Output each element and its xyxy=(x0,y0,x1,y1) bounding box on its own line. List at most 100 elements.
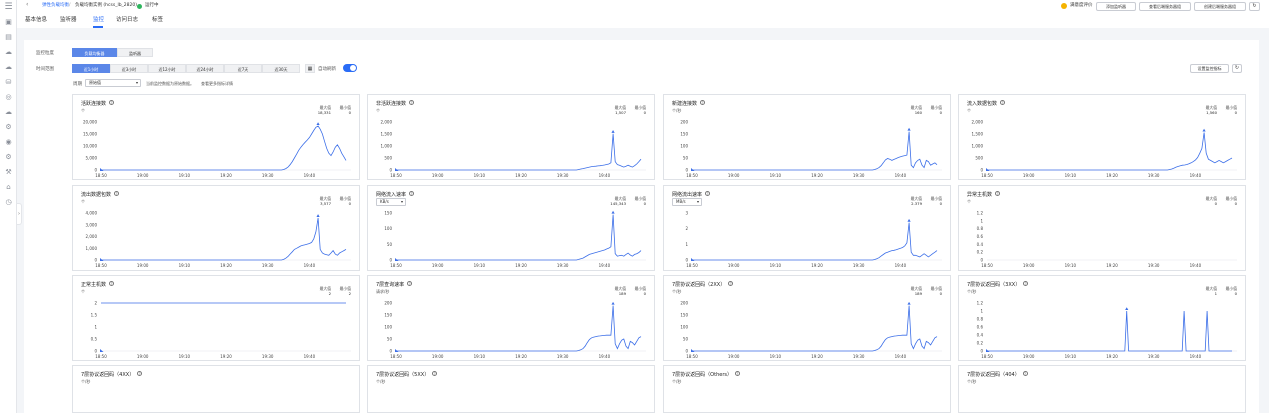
card-unit: 个/秒 xyxy=(376,379,386,384)
y-tick-label: 0 xyxy=(94,258,97,263)
help-icon[interactable]: ? xyxy=(137,371,143,376)
nav-cloud2-icon[interactable]: ☁ xyxy=(5,108,12,116)
help-icon[interactable]: ? xyxy=(1000,100,1006,105)
series-line xyxy=(692,305,938,352)
nav-network-icon[interactable]: ☁ xyxy=(5,63,12,71)
series-line xyxy=(396,305,642,352)
view-backend-groups-button[interactable]: 查看后端服务器组 xyxy=(1139,2,1191,11)
nav-database-icon[interactable]: ⛁ xyxy=(5,78,12,86)
max-value: 18,331 xyxy=(317,110,331,115)
collapse-sidebar-handle[interactable]: › xyxy=(17,203,22,225)
help-icon[interactable]: ? xyxy=(114,191,120,196)
y-tick-label: 500 xyxy=(975,156,983,161)
x-tick-label: 19:30 xyxy=(557,173,569,178)
card-unit: 个 xyxy=(81,289,85,294)
period-select[interactable]: 原始值 ▾ xyxy=(85,79,141,87)
set-metrics-button[interactable]: 设置监控指标 xyxy=(1190,64,1229,73)
y-tick-label: 150 xyxy=(384,313,392,318)
help-icon[interactable]: ? xyxy=(734,371,740,376)
nav-tools-icon[interactable]: ⚒ xyxy=(5,168,12,176)
y-tick-label: 3,000 xyxy=(86,222,98,227)
help-icon[interactable]: ? xyxy=(995,191,1001,196)
create-backend-group-button[interactable]: 创建后端服务器组 xyxy=(1194,2,1246,11)
y-tick-label: 0.6 xyxy=(977,234,984,239)
menu-icon[interactable]: ☰ xyxy=(4,2,13,12)
range-30d[interactable]: 近30天 xyxy=(262,64,300,73)
y-tick-label: 0 xyxy=(389,168,392,173)
metric-card: 异常主机数? 个最大值 最小值 0 0 1.2 1 0.8 0.6 0.4 0.2 0 18:50 19:… xyxy=(958,185,1246,271)
nav-security-icon[interactable]: ◎ xyxy=(5,93,12,101)
y-tick-label: 0 xyxy=(685,258,688,263)
satisfaction-link[interactable]: 满意度评价 xyxy=(1070,3,1093,8)
min-value: 0 xyxy=(643,201,646,206)
help-icon[interactable]: ? xyxy=(1022,371,1028,376)
tab-listeners[interactable]: 监听器 xyxy=(60,17,77,23)
series-line xyxy=(987,310,1232,352)
help-icon[interactable]: ? xyxy=(700,100,706,105)
range-24h[interactable]: 近24小时 xyxy=(186,64,224,73)
object-listener-option[interactable]: 监听器 xyxy=(117,48,153,57)
x-tick-label: 19:00 xyxy=(1023,354,1035,359)
help-icon[interactable]: ? xyxy=(407,281,413,286)
nav-monitor-icon[interactable]: ◉ xyxy=(5,138,12,146)
max-value: 1,507 xyxy=(615,110,626,115)
auto-refresh-toggle[interactable] xyxy=(343,64,357,72)
tab-access-logs[interactable]: 访问日志 xyxy=(116,17,139,23)
series-line xyxy=(101,125,347,171)
help-icon[interactable]: ? xyxy=(1023,281,1029,286)
card-title: 7层协议返回码（4XX）? xyxy=(81,371,143,378)
y-tick-label: 150 xyxy=(680,132,688,137)
help-icon[interactable]: ? xyxy=(109,281,115,286)
nav-clock-icon[interactable]: ◷ xyxy=(5,198,12,206)
range-1h[interactable]: 近1小时 xyxy=(72,64,110,73)
x-tick-label: 19:10 xyxy=(770,354,782,359)
nav-compute-icon[interactable]: ▣ xyxy=(5,18,12,26)
back-icon[interactable]: ‹ xyxy=(26,1,29,8)
nav-gear-icon[interactable]: ⚙ xyxy=(5,153,12,161)
range-7d[interactable]: 近7天 xyxy=(224,64,262,73)
x-tick-label: 19:20 xyxy=(1106,173,1118,178)
more-metrics-link[interactable]: 查看更多指标详情 xyxy=(201,81,233,86)
x-tick-label: 19:40 xyxy=(895,173,907,178)
help-icon[interactable]: ? xyxy=(728,281,734,286)
range-12h[interactable]: 近12小时 xyxy=(148,64,186,73)
unit-select[interactable]: MB/s ▾ xyxy=(672,198,702,206)
max-label: 最大值 xyxy=(1205,196,1217,201)
min-label: 最小值 xyxy=(930,105,942,110)
unit-select[interactable]: KB/s ▾ xyxy=(376,198,406,206)
nav-storage-icon[interactable]: ▤ xyxy=(5,33,12,41)
panel-refresh-icon[interactable]: ↻ xyxy=(1232,64,1242,73)
help-icon[interactable]: ? xyxy=(109,100,115,105)
nav-building-icon[interactable]: ⌂ xyxy=(6,183,11,191)
x-tick-label: 19:10 xyxy=(474,263,486,268)
range-3h[interactable]: 近3小时 xyxy=(110,64,148,73)
metric-card: 新建连接数? 个/秒 最大值 最小值 160 0 200 150 100 50 0 18:50 19:0… xyxy=(663,94,951,180)
help-icon[interactable]: ? xyxy=(705,191,711,196)
y-tick-label: 2 xyxy=(685,226,688,231)
card-title-text: 正常主机数 xyxy=(81,282,107,288)
help-icon[interactable]: ? xyxy=(409,191,415,196)
breadcrumb-elb[interactable]: 弹性负载均衡 xyxy=(42,3,69,8)
x-tick-label: 19:40 xyxy=(599,354,611,359)
x-tick-label: 19:30 xyxy=(262,354,274,359)
series-line xyxy=(987,132,1233,171)
card-unit: 个 xyxy=(81,199,85,204)
calendar-icon[interactable]: ▦ xyxy=(305,64,315,73)
max-marker xyxy=(611,130,615,133)
help-icon[interactable]: ? xyxy=(409,100,415,105)
metric-card: 7层查询速率? 请求/秒 最大值 最小值 189 0 200 150 100 50 0 18:50 19… xyxy=(367,275,655,361)
help-icon[interactable]: ? xyxy=(432,371,438,376)
card-unit: 个/秒 xyxy=(967,379,977,384)
add-listener-button[interactable]: 添加监听器 xyxy=(1096,2,1136,11)
y-tick-label: 0.5 xyxy=(91,337,98,342)
tab-monitoring[interactable]: 监控 xyxy=(93,17,105,23)
object-lb-option[interactable]: 负载均衡器 xyxy=(72,48,117,57)
x-tick-label: 19:00 xyxy=(137,263,149,268)
refresh-icon[interactable]: ↻ xyxy=(1249,2,1260,11)
metric-card: 活跃连接数? 个最大值 最小值 18,331 0 20,000 15,000 10,000 5,… xyxy=(72,94,360,180)
start-marker xyxy=(395,349,399,352)
nav-cloud-icon[interactable]: ☁ xyxy=(5,48,12,56)
tab-tags[interactable]: 标签 xyxy=(152,17,164,23)
nav-settings-icon[interactable]: ⚙ xyxy=(5,123,12,131)
tab-basic-info[interactable]: 基本信息 xyxy=(25,17,48,23)
